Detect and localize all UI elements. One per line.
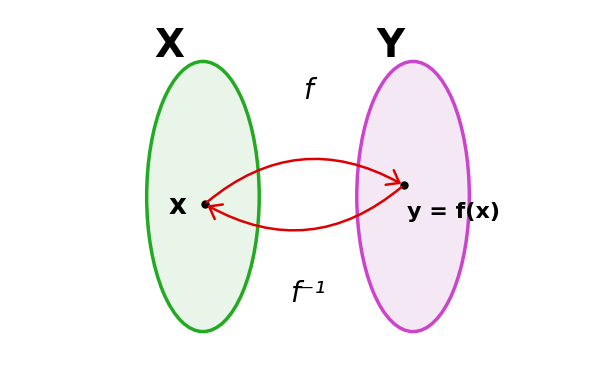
FancyArrowPatch shape	[207, 159, 399, 202]
Text: X: X	[154, 28, 184, 65]
FancyArrowPatch shape	[209, 187, 402, 231]
Text: y = f(x): y = f(x)	[407, 202, 500, 222]
Text: Y: Y	[376, 28, 405, 65]
Text: f: f	[303, 77, 313, 105]
Text: f⁻¹: f⁻¹	[290, 280, 326, 308]
Ellipse shape	[357, 61, 469, 332]
Ellipse shape	[147, 61, 259, 332]
Text: x: x	[168, 192, 186, 220]
